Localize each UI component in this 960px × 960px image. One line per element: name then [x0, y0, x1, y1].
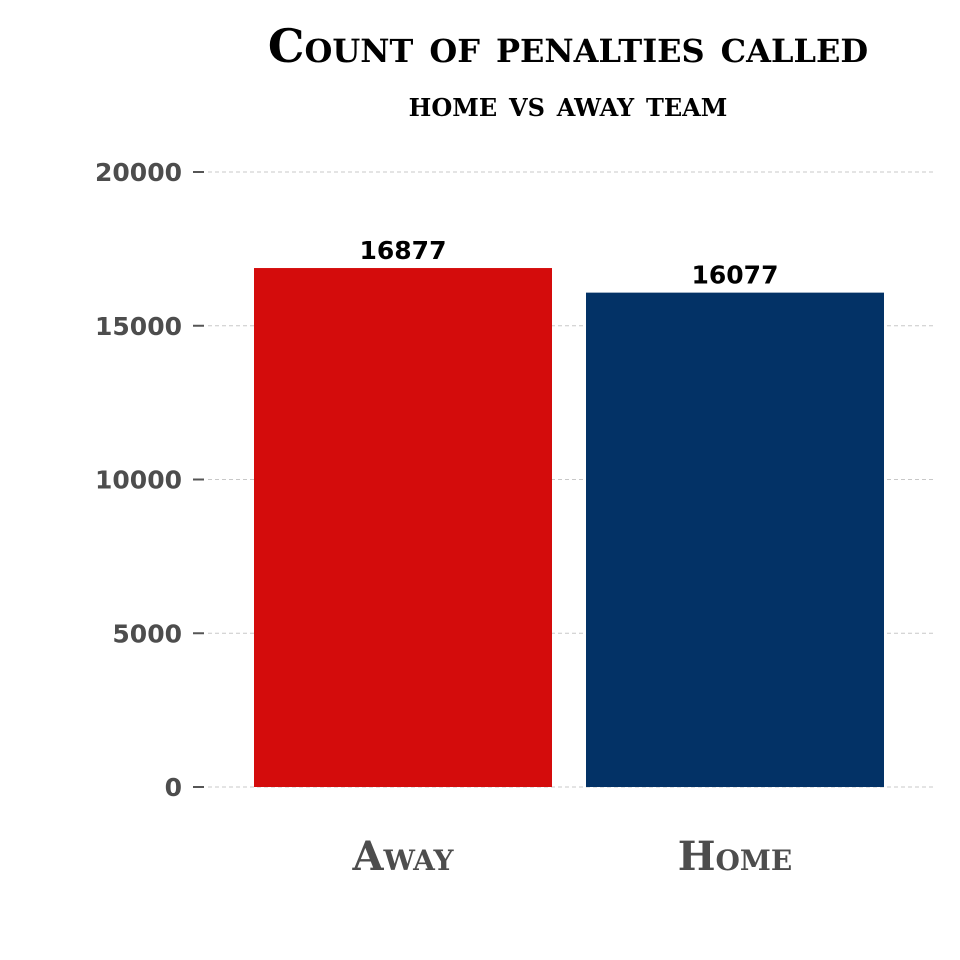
y-tick-label: 15000: [95, 312, 182, 341]
x-axis: Away Home: [351, 833, 792, 880]
chart-title: Count of penalties called: [268, 19, 868, 73]
chart-subtitle: home vs away team: [409, 85, 728, 125]
y-tick-label: 0: [165, 773, 182, 802]
y-axis: 0 5000 10000 15000 20000: [95, 158, 204, 802]
x-tick-label-away: Away: [351, 833, 454, 880]
bars: [254, 268, 884, 788]
bar-home: [586, 292, 884, 787]
x-tick-label-home: Home: [678, 833, 793, 880]
data-labels: 16877 16077: [360, 236, 779, 290]
y-tick-label: 20000: [95, 158, 182, 187]
y-tick-label: 10000: [95, 466, 182, 495]
data-label-home: 16077: [692, 261, 779, 290]
bar-away: [254, 268, 552, 788]
y-tick-label: 5000: [112, 619, 182, 648]
data-label-away: 16877: [360, 236, 447, 265]
